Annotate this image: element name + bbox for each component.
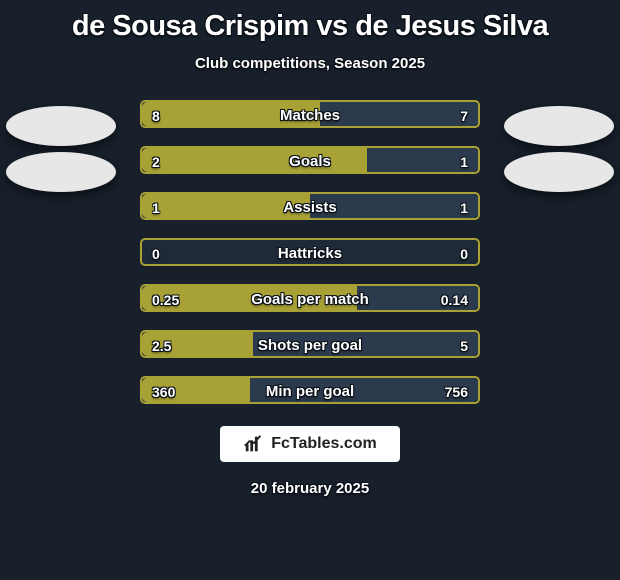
player-left-avatar-1 [6,106,116,146]
stat-value-right: 5 [460,332,468,356]
stat-value-left: 0.25 [152,286,179,310]
stat-label: Min per goal [142,378,478,402]
chart-icon [243,433,265,455]
stat-value-right: 0 [460,240,468,264]
stat-row: Min per goal360 756 [140,376,480,404]
subtitle: Club competitions, Season 2025 [0,55,620,72]
stat-label: Goals per match [142,286,478,310]
stat-value-right: 756 [445,378,468,402]
stat-row: Goals2 1 [140,146,480,174]
stats-container: Matches87Goals21Assists11Hattricks00Goal… [0,100,620,420]
stat-label: Hattricks [142,240,478,264]
stat-value-right: 7 [460,102,468,126]
stat-row: Hattricks0 0 [140,238,480,266]
stat-label: Goals [142,148,478,172]
stat-label: Shots per goal [142,332,478,356]
player-right-avatar-1 [504,106,614,146]
player-left-avatar-2 [6,152,116,192]
date-label: 20 february 2025 [0,480,620,497]
stat-value-right: 1 [460,194,468,218]
stat-row: Goals per match0.25 0.14 [140,284,480,312]
stat-label: Matches [142,102,478,126]
stat-value-right: 1 [460,148,468,172]
stat-value-left: 1 [152,194,160,218]
stat-row: Matches8 7 [140,100,480,128]
watermark: FcTables.com [220,426,400,462]
watermark-text: FcTables.com [271,435,377,453]
stat-label: Assists [142,194,478,218]
stat-value-left: 2.5 [152,332,171,356]
player-right-avatar-2 [504,152,614,192]
stat-value-right: 0.14 [441,286,468,310]
stat-value-left: 360 [152,378,175,402]
stat-value-left: 0 [152,240,160,264]
comparison-card: de Sousa Crispim vs de Jesus Silva Club … [0,0,620,580]
page-title: de Sousa Crispim vs de Jesus Silva [0,0,620,43]
stat-row: Assists1 1 [140,192,480,220]
stat-row: Shots per goal2.5 5 [140,330,480,358]
stat-value-left: 8 [152,102,160,126]
stat-value-left: 2 [152,148,160,172]
